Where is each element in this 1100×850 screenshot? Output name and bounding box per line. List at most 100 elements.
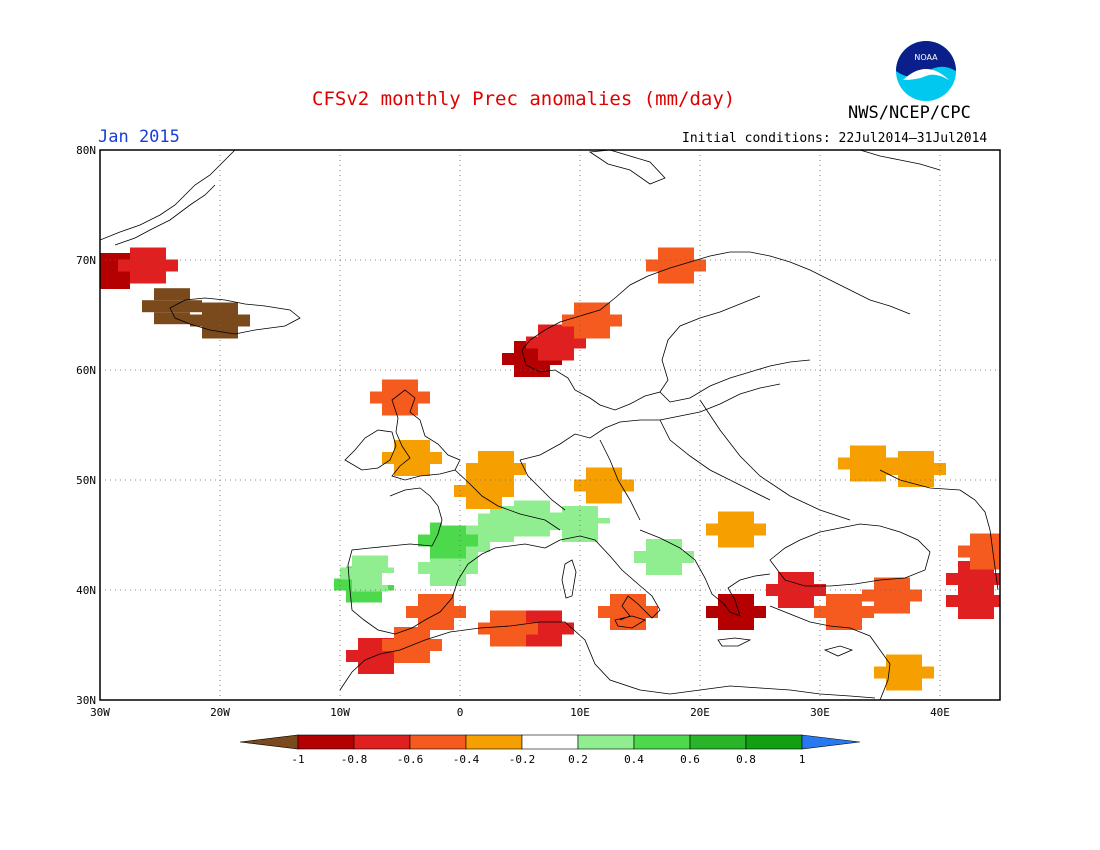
- anomaly-cell: [862, 589, 874, 602]
- anomaly-cell: [898, 666, 910, 679]
- anomaly-cell: [514, 512, 526, 525]
- anomaly-cell: [562, 314, 574, 327]
- anomaly-cell: [886, 601, 898, 614]
- anomaly-cell: [658, 271, 670, 284]
- anomaly-cell: [364, 567, 376, 580]
- anomaly-cell: [334, 578, 346, 591]
- anomaly-cell: [514, 365, 526, 377]
- anomaly-cell: [802, 596, 814, 608]
- lat-tick-label: 50N: [76, 474, 96, 487]
- colorbar-label: 0.6: [680, 753, 700, 766]
- anomaly-cell: [514, 634, 526, 647]
- anomaly-cell: [538, 348, 550, 361]
- anomaly-cell: [502, 463, 514, 475]
- anomaly-cell: [730, 535, 742, 548]
- anomaly-cell: [154, 300, 166, 313]
- anomaly-cell: [442, 546, 454, 559]
- anomaly-cell: [658, 247, 670, 260]
- anomaly-cell: [142, 259, 154, 272]
- anomaly-cell: [514, 610, 526, 623]
- anomaly-cell: [514, 622, 526, 635]
- anomaly-cell: [982, 573, 994, 585]
- anomaly-cell: [922, 475, 934, 487]
- anomaly-cell: [586, 467, 598, 480]
- anomaly-cell: [598, 467, 610, 480]
- anomaly-cell: [442, 501, 454, 514]
- anomaly-cell: [574, 326, 586, 339]
- anomaly-cell: [598, 523, 610, 536]
- anomaly-cell: [478, 530, 490, 542]
- anomaly-cell: [670, 539, 682, 551]
- lon-tick-label: 20E: [690, 706, 710, 719]
- anomaly-cell: [478, 518, 490, 530]
- lat-tick-label: 70N: [76, 254, 96, 267]
- anomaly-cell: [478, 497, 490, 509]
- anomaly-cell: [922, 666, 934, 679]
- anomaly-cell: [526, 365, 538, 377]
- anomaly-cell: [430, 522, 442, 535]
- anomaly-cell: [490, 530, 502, 542]
- anomaly-cell: [430, 594, 442, 606]
- anomaly-cell: [682, 259, 694, 272]
- anomaly-cell: [766, 584, 778, 596]
- anomaly-cell: [598, 302, 610, 315]
- anomaly-cell: [838, 606, 850, 618]
- anomaly-cell: [454, 513, 466, 526]
- anomaly-cell: [958, 545, 970, 558]
- colorbar-label: 0.2: [568, 753, 588, 766]
- anomaly-cell: [742, 535, 754, 548]
- anomaly-cell: [730, 511, 742, 524]
- anomaly-cell: [670, 563, 682, 575]
- anomaly-cell: [490, 610, 502, 623]
- anomaly-cell: [394, 403, 406, 416]
- anomaly-cell: [874, 589, 886, 602]
- colorbar-segment: [577, 734, 635, 750]
- anomaly-cell: [526, 336, 538, 349]
- lon-tick-label: 30E: [810, 706, 830, 719]
- anomaly-cell: [430, 606, 442, 618]
- anomaly-cell: [886, 666, 898, 679]
- anomaly-cell: [178, 300, 190, 313]
- anomaly-cell: [454, 562, 466, 574]
- anomaly-cell: [802, 572, 814, 584]
- anomaly-cell: [370, 662, 382, 674]
- anomaly-cell: [994, 545, 1000, 558]
- anomaly-cell: [394, 464, 406, 476]
- anomaly-cell: [382, 573, 394, 585]
- anomaly-cell: [610, 618, 622, 630]
- anomaly-cell: [502, 353, 514, 365]
- anomaly-cell: [922, 451, 934, 463]
- colorbar-high-arrow: [801, 734, 861, 750]
- anomaly-cell: [418, 651, 430, 663]
- anomaly-cell: [514, 524, 526, 537]
- anomaly-cell: [406, 440, 418, 452]
- anomaly-cell: [442, 594, 454, 606]
- anomaly-cell: [502, 512, 514, 525]
- lat-tick-label: 80N: [76, 144, 96, 157]
- anomaly-cell: [646, 523, 658, 536]
- anomaly-cell: [226, 326, 238, 339]
- anomaly-cell: [502, 475, 514, 487]
- anomaly-cell: [490, 463, 502, 475]
- lat-tick-label: 60N: [76, 364, 96, 377]
- anomaly-cell: [718, 523, 730, 536]
- anomaly-cell: [898, 451, 910, 463]
- anomaly-cell: [586, 506, 598, 518]
- anomaly-cell: [850, 618, 862, 630]
- anomaly-cell: [598, 326, 610, 339]
- anomaly-cell: [970, 545, 982, 558]
- anomaly-cell: [670, 271, 682, 284]
- anomaly-cell: [622, 523, 634, 536]
- anomaly-cell: [490, 622, 502, 635]
- anomaly-cell: [574, 302, 586, 315]
- anomaly-cell: [502, 451, 514, 463]
- anomaly-cell: [730, 523, 742, 536]
- anomaly-cell: [418, 534, 430, 547]
- lat-tick-label: 40N: [76, 584, 96, 597]
- anomaly-cell: [610, 479, 622, 492]
- anomaly-cell: [598, 314, 610, 327]
- anomaly-cell: [970, 607, 982, 619]
- anomaly-cell: [502, 610, 514, 623]
- anomaly-cell: [958, 607, 970, 619]
